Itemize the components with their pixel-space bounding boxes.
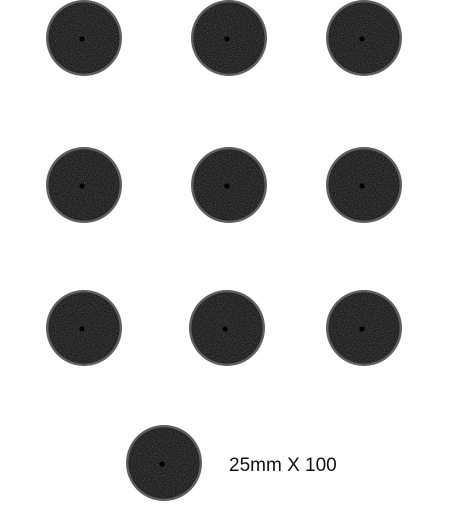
base-center-hole: [222, 326, 228, 332]
round-base: [326, 147, 402, 223]
base-center-hole: [79, 183, 85, 189]
round-base: [191, 0, 267, 76]
round-base: [191, 147, 267, 223]
base-center-hole: [224, 36, 230, 42]
base-center-hole: [359, 183, 365, 189]
round-base: [126, 425, 202, 501]
round-base: [326, 0, 402, 76]
base-center-hole: [79, 36, 85, 42]
base-center-hole: [224, 183, 230, 189]
base-center-hole: [359, 36, 365, 42]
round-base: [189, 290, 265, 366]
base-center-hole: [359, 326, 365, 332]
base-center-hole: [79, 326, 85, 332]
round-base: [46, 147, 122, 223]
product-caption: 25mm X 100: [229, 455, 337, 476]
round-base: [326, 290, 402, 366]
round-base: [46, 290, 122, 366]
round-base: [46, 0, 122, 76]
base-center-hole: [159, 461, 165, 467]
